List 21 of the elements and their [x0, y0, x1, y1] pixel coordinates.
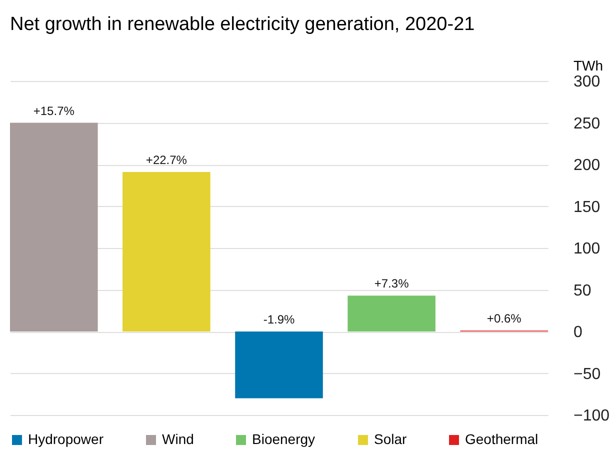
- chart-title: Net growth in renewable electricity generation, 2020-21: [10, 14, 475, 35]
- annotation: -1.9%: [263, 312, 295, 326]
- y-axis-title: TWh: [574, 58, 604, 74]
- y-tick-label: 0: [574, 324, 582, 341]
- annotation: +0.6%: [486, 312, 522, 326]
- legend-label: Wind: [162, 431, 194, 447]
- y-tick-label: −100: [574, 408, 610, 424]
- y-tick-label: 200: [574, 157, 600, 174]
- annotation: +22.7%: [146, 153, 188, 168]
- legend-label: Geothermal: [465, 431, 538, 447]
- y-tick-label: 150: [574, 198, 600, 216]
- y-tick-label: 50: [574, 282, 592, 300]
- y-tick-label: 100: [574, 240, 600, 258]
- y-tick-label: 300: [574, 74, 600, 90]
- y-tick-label: 250: [574, 115, 600, 132]
- annotation: +7.3%: [374, 276, 410, 291]
- annotation: +15.7%: [33, 104, 75, 118]
- legend-label: Hydropower: [28, 431, 104, 447]
- y-tick-label: −50: [574, 366, 601, 383]
- legend-label: Solar: [374, 431, 408, 447]
- legend-label: Bioenergy: [252, 431, 316, 447]
